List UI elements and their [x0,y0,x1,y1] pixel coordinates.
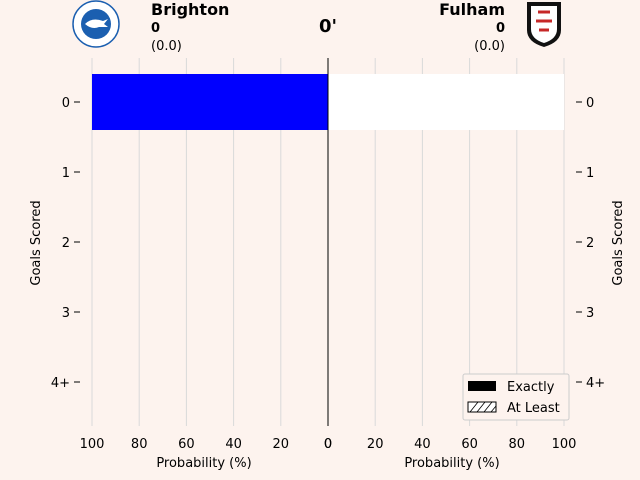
legend: Exactly At Least [462,373,570,421]
x-tick-label-right: 60 [461,437,478,452]
y-tick-label-right: 2 [586,236,594,251]
legend-label-exactly: Exactly [507,380,555,395]
legend-swatch-at-least [467,401,497,413]
home-team-xg: (0.0) [151,39,182,54]
x-tick-label-left: 40 [225,437,242,452]
x-tick-label-right: 40 [414,437,431,452]
fulham-crest-icon [527,2,561,47]
y-tick-label-left: 0 [62,96,70,111]
legend-swatch-exactly [468,381,496,391]
y-tick-label-right: 4+ [586,376,605,391]
x-tick-label-right: 80 [509,437,526,452]
brighton-crest-icon [72,0,120,48]
y-tick-label-left: 3 [62,306,70,321]
y-tick-label-left: 2 [62,236,70,251]
y-tick-label-right: 0 [586,96,594,111]
x-axis-label-left: Probability (%) [156,456,251,471]
y-tick-label-left: 4+ [51,376,70,391]
x-tick-label-left: 0 [324,437,332,452]
x-tick-label-right: 0 [324,437,332,452]
x-tick-label-left: 100 [80,437,105,452]
y-tick-label-right: 1 [586,166,594,181]
away-team-xg: (0.0) [474,39,505,54]
legend-label-at-least: At Least [507,401,560,416]
x-tick-label-right: 20 [367,437,384,452]
y-tick-label-left: 1 [62,166,70,181]
bars [92,74,564,130]
home-team-score: 0 [151,21,160,36]
y-tick-label-right: 3 [586,306,594,321]
away-team-name: Fulham [439,0,505,19]
y-axis-label-right: Goals Scored [611,200,626,285]
x-axis-label-right: Probability (%) [404,456,499,471]
x-tick-label-left: 80 [131,437,148,452]
bar-fulham-exactly [328,74,564,130]
away-team-score: 0 [496,21,505,36]
x-tick-label-left: 60 [178,437,195,452]
y-axis-label-left: Goals Scored [29,200,44,285]
home-team-name: Brighton [151,0,229,19]
x-tick-label-right: 100 [552,437,577,452]
bar-brighton-exactly [92,74,328,130]
match-clock: 0' [319,16,337,37]
x-tick-label-left: 20 [273,437,290,452]
